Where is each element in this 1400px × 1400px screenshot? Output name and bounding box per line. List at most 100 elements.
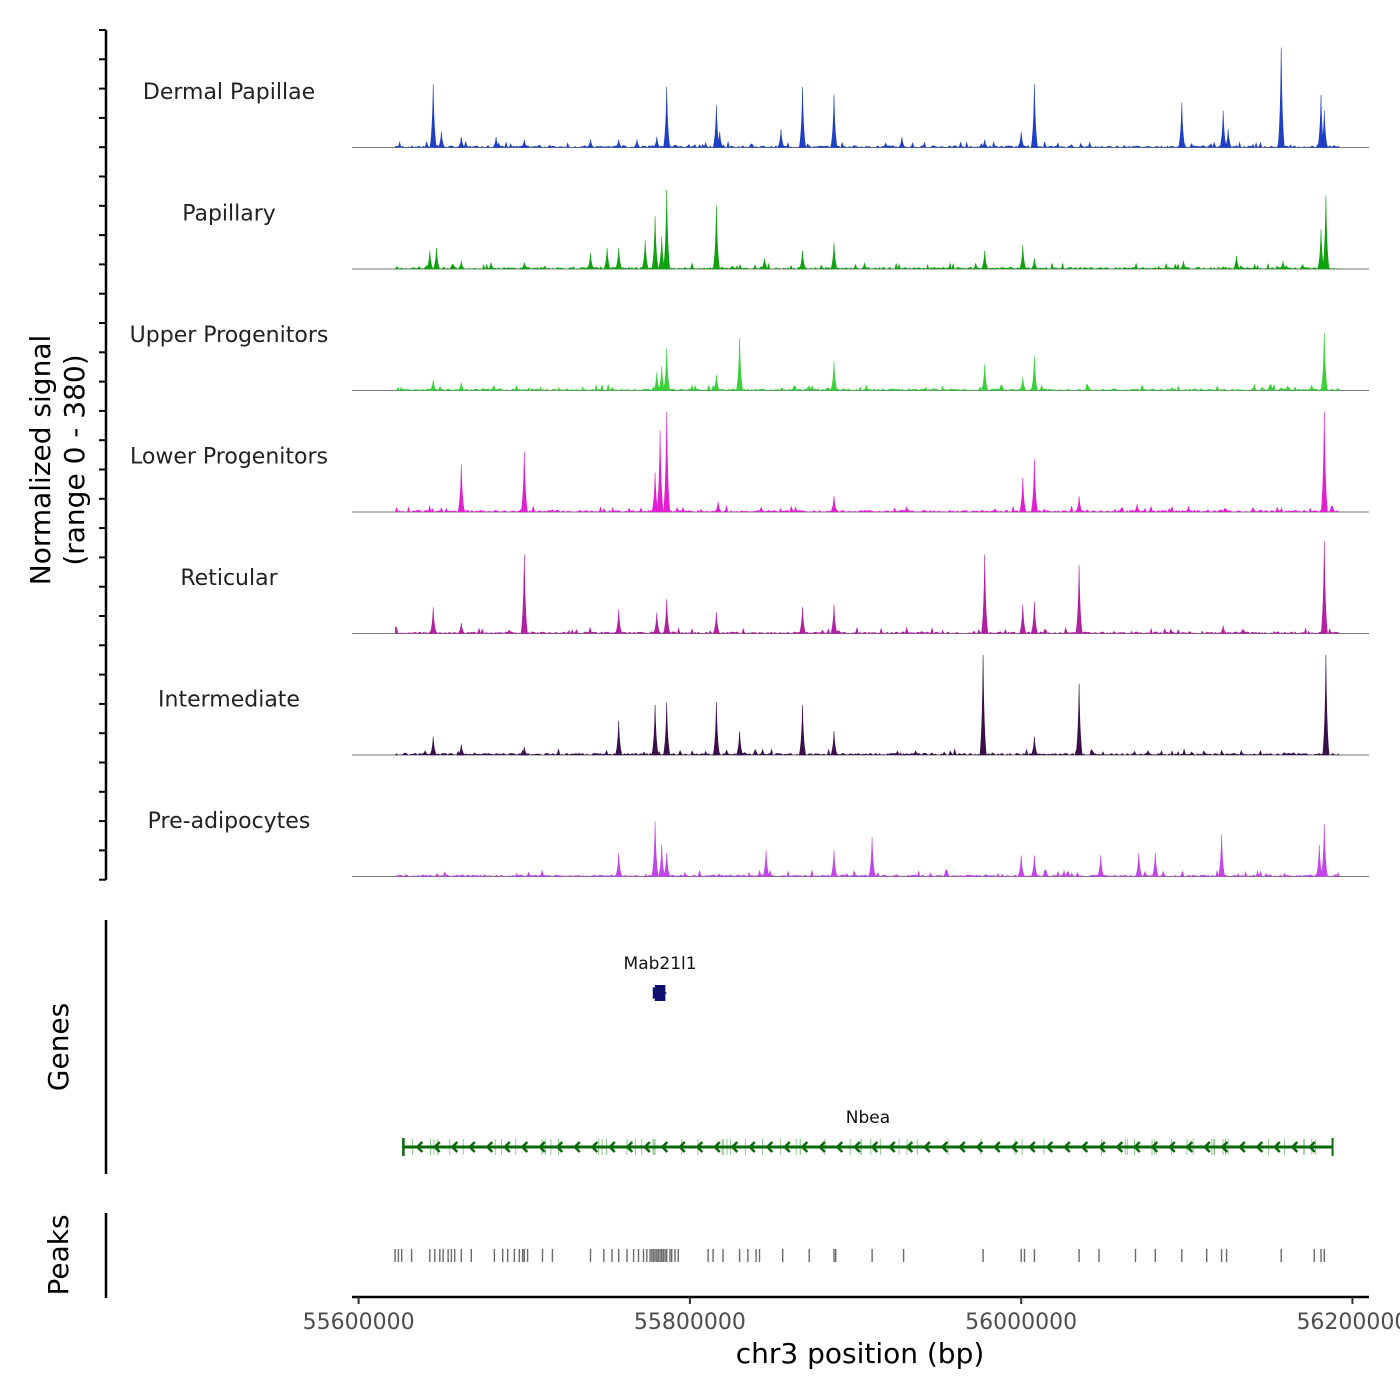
signal-peak xyxy=(1320,541,1328,634)
signal-peak xyxy=(798,86,807,148)
signal-peak xyxy=(1017,131,1025,148)
signal-peak xyxy=(1030,356,1039,391)
gene-strand-arrow xyxy=(783,1141,791,1153)
gene-strand-arrow xyxy=(905,1141,914,1153)
signal-peak xyxy=(1219,110,1227,148)
signal-peak xyxy=(830,604,838,634)
signal-peak xyxy=(663,702,671,756)
signal-peak xyxy=(457,744,466,756)
signal-peak xyxy=(432,247,441,270)
gene-annotations: Mab21l1 Nbea xyxy=(402,954,1334,1156)
peaks-panel-label: Peaks xyxy=(42,1214,75,1295)
signal-tracks: Dermal Papillae Papillary Upper Progenitor… xyxy=(130,47,1369,877)
peak-marks xyxy=(394,1249,1326,1262)
signal-peak xyxy=(1133,504,1142,513)
signal-peak xyxy=(1075,565,1083,634)
signal-noise xyxy=(395,383,1340,391)
gene-strand-arrow xyxy=(1308,1141,1316,1153)
signal-peak xyxy=(615,609,623,634)
signal-noise xyxy=(395,262,1340,269)
signal-peak xyxy=(1075,496,1083,513)
signal-peak xyxy=(1320,110,1328,148)
signal-y-axis-ticks xyxy=(99,29,106,881)
signal-peak xyxy=(1322,195,1330,270)
gene-strand-arrow xyxy=(1063,1141,1071,1153)
signal-noise xyxy=(395,748,1340,755)
x-tick-label: 56000000 xyxy=(965,1310,1077,1335)
gene-strand-arrow xyxy=(468,1141,476,1153)
signal-peak xyxy=(615,852,623,877)
gene-strand-arrow xyxy=(608,1141,616,1153)
gene-strand-arrow xyxy=(1203,1141,1211,1153)
track-label: Lower Progenitors xyxy=(130,445,328,470)
signal-peak xyxy=(1320,332,1328,391)
signal-peak xyxy=(632,139,641,148)
track-intermediate: Intermediate xyxy=(158,654,1369,756)
x-tick-label: 55800000 xyxy=(634,1310,746,1335)
signal-peak xyxy=(1075,683,1083,756)
signal-peak xyxy=(615,720,623,756)
signal-peak xyxy=(1320,823,1328,877)
signal-peak xyxy=(868,836,876,877)
track-label: Intermediate xyxy=(158,688,300,713)
signal-peak xyxy=(1224,129,1232,148)
gene-strand-arrow xyxy=(485,1141,494,1153)
signal-peak xyxy=(663,411,671,513)
signal-peak xyxy=(798,250,807,270)
signal-peak xyxy=(1019,604,1027,634)
signal-peak xyxy=(1017,855,1025,877)
gene-strand-arrow xyxy=(730,1141,739,1153)
signal-peak xyxy=(1030,736,1039,756)
signal-peak xyxy=(762,850,770,877)
gene-strand-arrow xyxy=(1028,1141,1036,1153)
gene-strand-arrow xyxy=(503,1141,511,1153)
signal-peak xyxy=(712,374,721,391)
signal-peak xyxy=(586,253,595,270)
signal-y-axis-subtitle: (range 0 - 380) xyxy=(58,354,91,565)
signal-peak xyxy=(651,704,659,756)
gene-strand-arrow xyxy=(888,1141,896,1153)
track-label: Papillary xyxy=(182,202,276,227)
track-label: Pre-adipocytes xyxy=(148,809,311,834)
gene-strand-arrow xyxy=(818,1141,826,1153)
signal-peak xyxy=(520,554,528,634)
signal-peak xyxy=(1030,855,1039,877)
gene-strand-arrow xyxy=(765,1141,774,1153)
gene-strand-arrow xyxy=(433,1141,441,1153)
signal-peak xyxy=(980,250,989,270)
signal-peak xyxy=(1315,844,1323,877)
gene-strand-arrow xyxy=(555,1141,564,1153)
signal-peak xyxy=(457,382,466,391)
signal-peak xyxy=(714,501,723,513)
signal-peak xyxy=(1019,477,1027,513)
signal-peak xyxy=(663,190,671,270)
signal-peak xyxy=(981,554,989,634)
signal-peak xyxy=(760,258,769,270)
gene-strand-arrow xyxy=(450,1141,459,1153)
signal-peak xyxy=(830,496,838,513)
signal-peak xyxy=(520,139,529,148)
signal-peak xyxy=(429,84,437,148)
gene-strand-arrow xyxy=(573,1141,581,1153)
gene-strand-arrow xyxy=(538,1141,546,1153)
gene-strand-arrow xyxy=(1273,1141,1281,1153)
gene-strand-arrow xyxy=(870,1141,879,1153)
gene-strand-arrow xyxy=(800,1141,809,1153)
signal-peak xyxy=(980,139,989,148)
gene-strand-arrow xyxy=(993,1141,1001,1153)
signal-peak xyxy=(457,261,466,270)
signal-peak xyxy=(437,131,446,148)
gene-strand-arrow xyxy=(1238,1141,1246,1153)
gene-nbea: Nbea xyxy=(402,1108,1334,1156)
track-dermal-papillae: Dermal Papillae xyxy=(143,47,1369,148)
gene-strand-arrow xyxy=(520,1141,529,1153)
x-tick-label: 56200000 xyxy=(1296,1310,1400,1335)
signal-peak xyxy=(663,599,671,634)
signal-peak xyxy=(651,216,659,270)
signal-peak xyxy=(641,240,649,270)
signal-noise xyxy=(395,626,1340,634)
signal-peak xyxy=(830,850,838,877)
gene-strand-arrow xyxy=(1220,1141,1229,1153)
signal-peak xyxy=(429,379,438,391)
gene-strand-arrow xyxy=(853,1141,861,1153)
